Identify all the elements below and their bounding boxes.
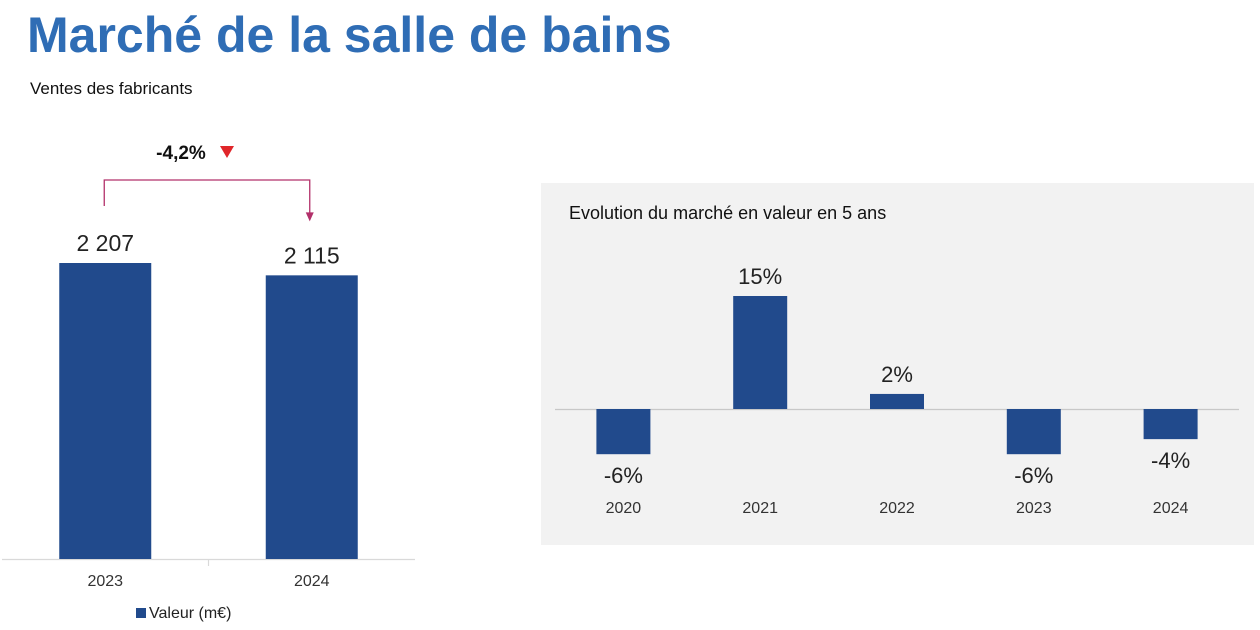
change-connector	[103, 179, 311, 214]
page-subtitle: Ventes des fabricants	[30, 79, 193, 98]
x-tick-label-2020: 2020	[606, 500, 642, 517]
page-title: Marché de la salle de bains	[27, 7, 672, 63]
bar-2024	[265, 275, 358, 559]
bar-2020	[596, 409, 651, 455]
legend-swatch	[136, 608, 146, 618]
x-tick-label-2022: 2022	[879, 500, 915, 517]
sales-bar-chart: 2 207 2023 2 115 2024 -4,2% Valeur (m€)	[2, 143, 415, 622]
down-triangle-icon	[220, 146, 234, 158]
x-tick-label-2023: 2023	[87, 573, 123, 590]
x-tick-label-2021: 2021	[742, 500, 778, 517]
x-tick-label-2024: 2024	[294, 573, 330, 590]
data-label-2023: -6%	[1014, 463, 1053, 488]
bar-2023	[59, 263, 152, 559]
data-label-2024: 2 115	[284, 242, 340, 268]
change-annotation: -4,2%	[156, 143, 206, 164]
x-tick-label-2023: 2023	[1016, 500, 1052, 517]
bar-2021	[733, 296, 788, 409]
data-label-2023: 2 207	[76, 230, 134, 256]
data-label-2020: -6%	[604, 463, 643, 488]
evolution-chart-title: Evolution du marché en valeur en 5 ans	[569, 203, 887, 223]
legend-label: Valeur (m€)	[149, 605, 231, 622]
data-label-2024: -4%	[1151, 448, 1190, 473]
data-label-2022: 2%	[881, 362, 913, 387]
evolution-bar-chart: -6% 2020 15% 2021 2% 2022 -6% 2023 -4% 2024	[555, 264, 1239, 517]
x-tick-label-2024: 2024	[1153, 500, 1189, 517]
connector-arrowhead	[305, 212, 314, 222]
evolution-panel: Evolution du marché en valeur en 5 ans -…	[541, 183, 1254, 545]
bar-2024	[1143, 409, 1198, 440]
data-label-2021: 15%	[738, 264, 782, 289]
bar-2023	[1006, 409, 1061, 455]
bar-2022	[870, 393, 924, 409]
